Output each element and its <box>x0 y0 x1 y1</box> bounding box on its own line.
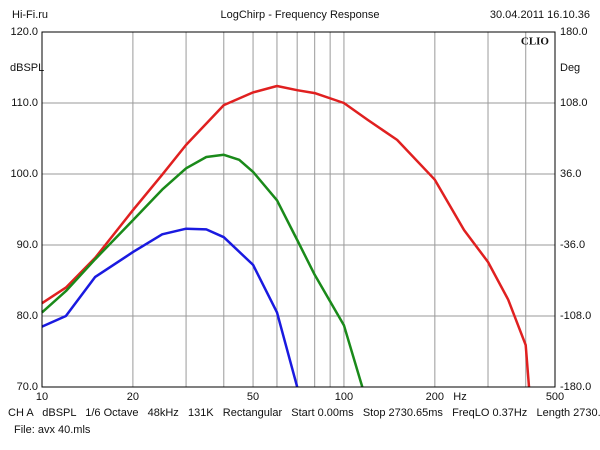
footer: CH A dBSPL 1/6 Octave 48kHz 131K Rectang… <box>8 407 600 419</box>
source: Hi-Fi.ru <box>12 9 48 21</box>
y2-tick-label: 108.0 <box>560 97 588 109</box>
x-tick-label: 50 <box>247 391 259 403</box>
x-tick-label: 500 <box>546 391 564 403</box>
chart-title: LogChirp - Frequency Response <box>221 9 380 21</box>
y2-tick-label: -180.0 <box>560 381 591 393</box>
plot-frame <box>41 31 556 388</box>
y-tick-label: 70.0 <box>17 381 38 393</box>
y-tick-label: 90.0 <box>17 239 38 251</box>
y2-axis-label: Deg <box>560 62 580 74</box>
x-tick-label: 200 <box>426 391 444 403</box>
y-tick-label: 80.0 <box>17 310 38 322</box>
x-tick-label: 20 <box>127 391 139 403</box>
file-name: File: avx 40.mls <box>14 424 91 436</box>
series-line <box>41 84 531 388</box>
y-axis-label: dBSPL <box>10 62 44 74</box>
x-axis-unit: Hz <box>453 391 466 403</box>
brand: CLIO <box>521 36 550 48</box>
y-tick-label: 120.0 <box>10 26 38 38</box>
y2-tick-label: -36.0 <box>560 239 585 251</box>
series-line <box>41 153 364 388</box>
y2-tick-label: -108.0 <box>560 310 591 322</box>
x-tick-label: 10 <box>36 391 48 403</box>
series-line <box>41 227 299 388</box>
y-tick-label: 110.0 <box>11 97 38 109</box>
x-tick-label: 100 <box>335 391 353 403</box>
timestamp: 30.04.2011 16.10.36 <box>490 9 590 21</box>
y2-tick-label: 180.0 <box>560 26 588 38</box>
y2-tick-label: 36.0 <box>560 168 581 180</box>
y-tick-label: 100.0 <box>10 168 38 180</box>
